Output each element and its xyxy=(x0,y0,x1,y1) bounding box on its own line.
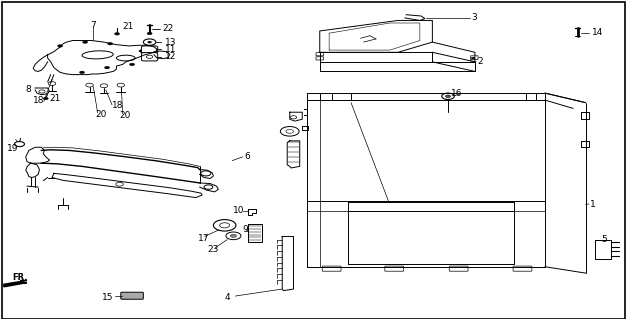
Text: 20: 20 xyxy=(120,111,131,120)
Text: 21: 21 xyxy=(50,94,61,103)
FancyBboxPatch shape xyxy=(142,46,158,53)
Circle shape xyxy=(230,234,236,237)
FancyBboxPatch shape xyxy=(470,56,478,60)
Text: 22: 22 xyxy=(163,24,174,33)
Text: 23: 23 xyxy=(207,245,219,254)
Text: 9: 9 xyxy=(242,225,248,234)
Polygon shape xyxy=(4,280,27,287)
Text: 17: 17 xyxy=(198,234,209,243)
Text: 10: 10 xyxy=(233,206,245,215)
Text: 6: 6 xyxy=(245,152,250,161)
FancyBboxPatch shape xyxy=(322,266,341,271)
Circle shape xyxy=(108,43,113,45)
Text: 2: 2 xyxy=(477,57,483,66)
Text: 12: 12 xyxy=(165,52,176,61)
Text: 18: 18 xyxy=(112,101,124,110)
Circle shape xyxy=(100,84,108,88)
Circle shape xyxy=(139,50,144,52)
Circle shape xyxy=(147,32,152,35)
Circle shape xyxy=(148,41,152,43)
Text: 19: 19 xyxy=(7,144,18,153)
Circle shape xyxy=(43,97,48,100)
FancyBboxPatch shape xyxy=(316,57,324,60)
Circle shape xyxy=(58,45,63,47)
Text: 8: 8 xyxy=(26,85,31,94)
Circle shape xyxy=(80,71,85,74)
Text: 1: 1 xyxy=(590,200,596,209)
FancyBboxPatch shape xyxy=(316,52,324,56)
Text: 14: 14 xyxy=(592,28,603,37)
Circle shape xyxy=(86,83,93,87)
Text: FR.: FR. xyxy=(12,273,28,282)
Text: 15: 15 xyxy=(102,293,113,302)
FancyBboxPatch shape xyxy=(513,266,532,271)
Text: 11: 11 xyxy=(165,45,176,54)
Text: 4: 4 xyxy=(224,292,230,301)
Circle shape xyxy=(48,82,56,85)
Text: 5: 5 xyxy=(601,235,607,244)
Circle shape xyxy=(83,41,88,44)
FancyBboxPatch shape xyxy=(121,292,144,299)
Text: 20: 20 xyxy=(96,110,107,119)
Text: 3: 3 xyxy=(471,13,477,22)
Circle shape xyxy=(105,66,110,69)
FancyBboxPatch shape xyxy=(450,266,468,271)
Circle shape xyxy=(117,83,125,87)
Circle shape xyxy=(446,95,451,98)
Text: 21: 21 xyxy=(123,22,134,31)
FancyBboxPatch shape xyxy=(385,266,404,271)
Circle shape xyxy=(130,63,135,66)
Text: 18: 18 xyxy=(33,96,45,105)
FancyBboxPatch shape xyxy=(142,52,158,61)
Text: 7: 7 xyxy=(90,21,96,30)
Circle shape xyxy=(115,33,120,35)
Circle shape xyxy=(471,57,475,59)
Text: 16: 16 xyxy=(451,89,463,98)
Text: 13: 13 xyxy=(165,38,176,47)
